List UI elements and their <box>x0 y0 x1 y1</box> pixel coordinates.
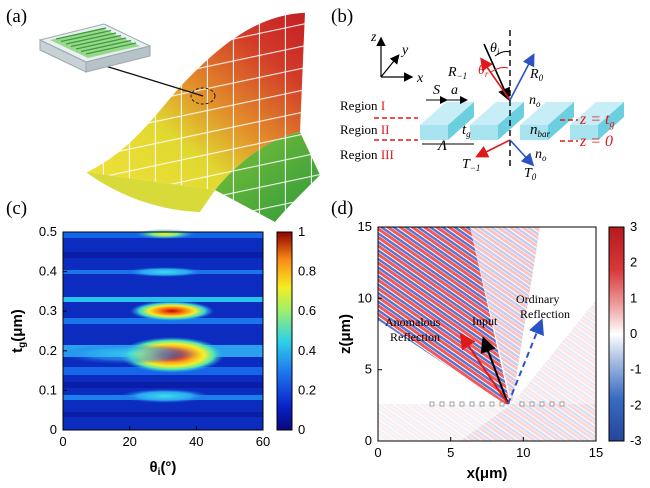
d-xtick-3: 15 <box>589 445 603 460</box>
panel-c: (c) <box>6 198 316 478</box>
panel-a-label: (a) <box>6 6 27 27</box>
axis-x-label: x <box>416 71 424 86</box>
d-xtick-2: 10 <box>516 445 530 460</box>
grating-markers <box>429 401 565 407</box>
c-xtick-2: 40 <box>189 434 203 449</box>
d-ytick-2: 10 <box>358 290 372 305</box>
d-cbar-tick-4: -1 <box>630 362 642 377</box>
t-minus1-label: T−1 <box>462 157 480 173</box>
d-xlabel: x(μm) <box>467 465 508 482</box>
d-cbar-tick-3: 0 <box>630 326 637 341</box>
a-label: a <box>451 83 458 98</box>
t0-label: T0 <box>524 166 537 182</box>
d-ytick-3: 15 <box>358 219 372 234</box>
d-xtick-1: 5 <box>447 445 454 460</box>
c-cbar-tick-3: 0.6 <box>298 303 316 318</box>
anomalous-label-2: Reflection <box>390 330 440 344</box>
s-label: S <box>433 83 440 98</box>
c-cbar-tick-2: 0.4 <box>298 343 316 358</box>
c-ytick-0: 0 <box>50 422 57 437</box>
region-2-label: Region II <box>340 122 389 137</box>
c-ylabel: tg(μm) <box>9 309 28 353</box>
c-ytick-4: 0.4 <box>39 264 57 279</box>
c-ytick-5: 0.5 <box>39 224 57 239</box>
anomalous-arrow <box>459 332 509 405</box>
ordinary-label-1: Ordinary <box>516 292 559 306</box>
theta-i-label: θi <box>490 41 500 57</box>
d-cbar-tick-1: 2 <box>630 255 637 270</box>
region-3-label: Region III <box>340 147 394 162</box>
axis-z-label: z <box>370 30 377 45</box>
input-label: Input <box>472 314 498 328</box>
panel-d: (d) Anomalous <box>331 198 642 482</box>
eq-z-tg: z = tg <box>579 111 614 130</box>
panel-d-colorbar: 3 2 1 0 -1 -2 -3 <box>608 219 642 448</box>
ordinary-arrow <box>507 318 544 405</box>
d-cbar-tick-5: -2 <box>630 397 642 412</box>
c-xtick-3: 60 <box>256 434 270 449</box>
panel-b: (b) z y x <box>331 6 624 182</box>
rays <box>475 43 535 167</box>
panel-b-label: (b) <box>331 6 353 27</box>
c-ytick-3: 0.3 <box>39 303 57 318</box>
d-cbar-tick-2: 1 <box>630 290 637 305</box>
panel-c-label: (c) <box>6 198 27 219</box>
n-o-bottom-label: no <box>535 147 547 163</box>
d-cbar-tick-0: 3 <box>630 219 637 234</box>
field-map-plot: Anomalous Reflection Input Ordinary Refl… <box>377 226 597 442</box>
input-arrow <box>480 336 509 405</box>
r0-label: R0 <box>529 67 544 83</box>
d-ylabel: z(μm) <box>337 314 354 354</box>
eq-z-0: z = 0 <box>579 133 613 150</box>
axes-triad <box>376 36 414 82</box>
panel-d-label: (d) <box>331 198 353 219</box>
n-bar-label: nbar <box>530 122 551 139</box>
c-cbar-tick-4: 0.8 <box>298 264 316 279</box>
axis-y-label: y <box>400 43 409 58</box>
c-cbar-tick-1: 0.2 <box>298 382 316 397</box>
c-xtick-0: 0 <box>59 434 66 449</box>
c-xlabel: θi(°) <box>150 459 177 478</box>
d-cbar-tick-6: -3 <box>630 433 642 448</box>
theta-r-label: θr <box>478 63 489 79</box>
n-o-top-label: no <box>529 93 541 109</box>
c-ytick-1: 0.1 <box>39 382 57 397</box>
region-labels: Region I Region II Region III <box>340 98 394 162</box>
lambda-label: Λ <box>436 138 447 154</box>
c-cbar-tick-0: 0 <box>298 422 305 437</box>
r-minus1-label: R−1 <box>447 65 467 81</box>
c-xtick-1: 20 <box>122 434 136 449</box>
t-g-label: tg <box>462 122 471 139</box>
anomalous-label-1: Anomalous <box>385 315 441 329</box>
d-ytick-1: 5 <box>365 362 372 377</box>
heatmap-plot <box>60 229 264 431</box>
panel-d-axes: 0 5 10 15 0 5 10 15 x(μm) z(μm) <box>337 219 603 482</box>
panel-c-colorbar: 0 0.2 0.4 0.6 0.8 1 <box>276 224 316 437</box>
c-cbar-tick-5: 1 <box>298 224 305 239</box>
region-1-label: Region I <box>340 98 385 113</box>
panel-c-axes: 0 20 40 60 0 0.1 0.2 0.3 0.4 0.5 θi(°) t… <box>9 224 270 478</box>
grating-bars <box>420 102 624 140</box>
d-ytick-0: 0 <box>365 433 372 448</box>
ordinary-label-2: Reflection <box>520 307 570 321</box>
panel-a: (a) <box>6 6 320 222</box>
c-ytick-2: 0.2 <box>39 343 57 358</box>
metasurface-illustration <box>38 11 320 222</box>
d-xtick-0: 0 <box>374 445 381 460</box>
